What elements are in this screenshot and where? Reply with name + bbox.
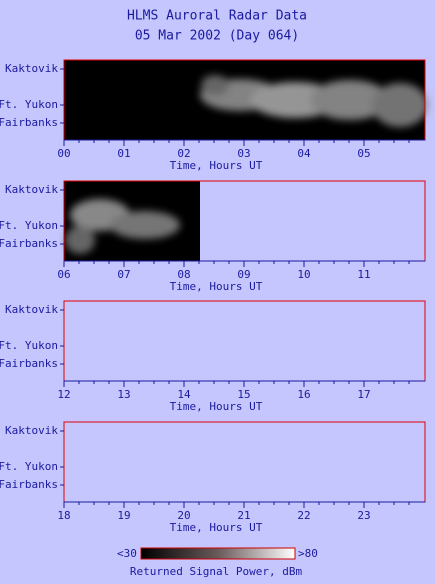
x-tick-label: 14 — [177, 388, 191, 401]
x-tick-label: 10 — [297, 268, 310, 281]
x-tick-label: 15 — [237, 388, 250, 401]
x-axis-label: Time, Hours UT — [170, 159, 263, 172]
x-tick-label: 21 — [237, 509, 250, 522]
x-tick-label: 06 — [57, 268, 70, 281]
y-tick-label: Kaktovik — [5, 424, 58, 437]
x-tick-label: 20 — [177, 509, 190, 522]
colorbar-min: <30 — [117, 547, 137, 560]
y-tick-label: Kaktovik — [5, 303, 58, 316]
x-tick-label: 07 — [117, 268, 130, 281]
x-axis-label: Time, Hours UT — [170, 521, 263, 534]
y-tick-label: Ft. Yukon — [0, 98, 58, 111]
x-axis-label: Time, Hours UT — [170, 400, 263, 413]
title: HLMS Auroral Radar Data — [127, 9, 307, 24]
y-tick-label: Kaktovik — [5, 183, 58, 196]
colorbar — [140, 547, 296, 560]
x-tick-label: 03 — [237, 147, 250, 160]
y-tick-label: Ft. Yukon — [0, 460, 58, 473]
x-tick-label: 02 — [177, 147, 190, 160]
radar-image — [64, 60, 428, 261]
colorbar-label: Returned Signal Power, dBm — [130, 565, 303, 578]
x-tick-label: 00 — [57, 147, 70, 160]
x-tick-label: 13 — [117, 388, 130, 401]
x-tick-label: 19 — [117, 509, 130, 522]
subtitle: 05 Mar 2002 (Day 064) — [135, 29, 299, 44]
x-axis-label: Time, Hours UT — [170, 280, 263, 293]
x-tick-label: 11 — [357, 268, 370, 281]
colorbar-max: >80 — [298, 547, 318, 560]
x-tick-label: 23 — [357, 509, 370, 522]
x-tick-label: 16 — [297, 388, 310, 401]
y-tick-label: Kaktovik — [5, 62, 58, 75]
y-tick-label: Fairbanks — [0, 116, 58, 129]
x-tick-label: 12 — [57, 388, 70, 401]
y-tick-label: Fairbanks — [0, 478, 58, 491]
y-tick-label: Fairbanks — [0, 237, 58, 250]
x-tick-label: 22 — [297, 509, 310, 522]
x-tick-label: 18 — [57, 509, 70, 522]
x-tick-label: 04 — [297, 147, 311, 160]
x-tick-label: 08 — [177, 268, 190, 281]
x-tick-label: 01 — [117, 147, 130, 160]
y-tick-label: Ft. Yukon — [0, 219, 58, 232]
x-tick-label: 17 — [357, 388, 370, 401]
x-tick-label: 09 — [237, 268, 250, 281]
x-tick-label: 05 — [357, 147, 370, 160]
y-tick-label: Fairbanks — [0, 357, 58, 370]
y-tick-label: Ft. Yukon — [0, 339, 58, 352]
